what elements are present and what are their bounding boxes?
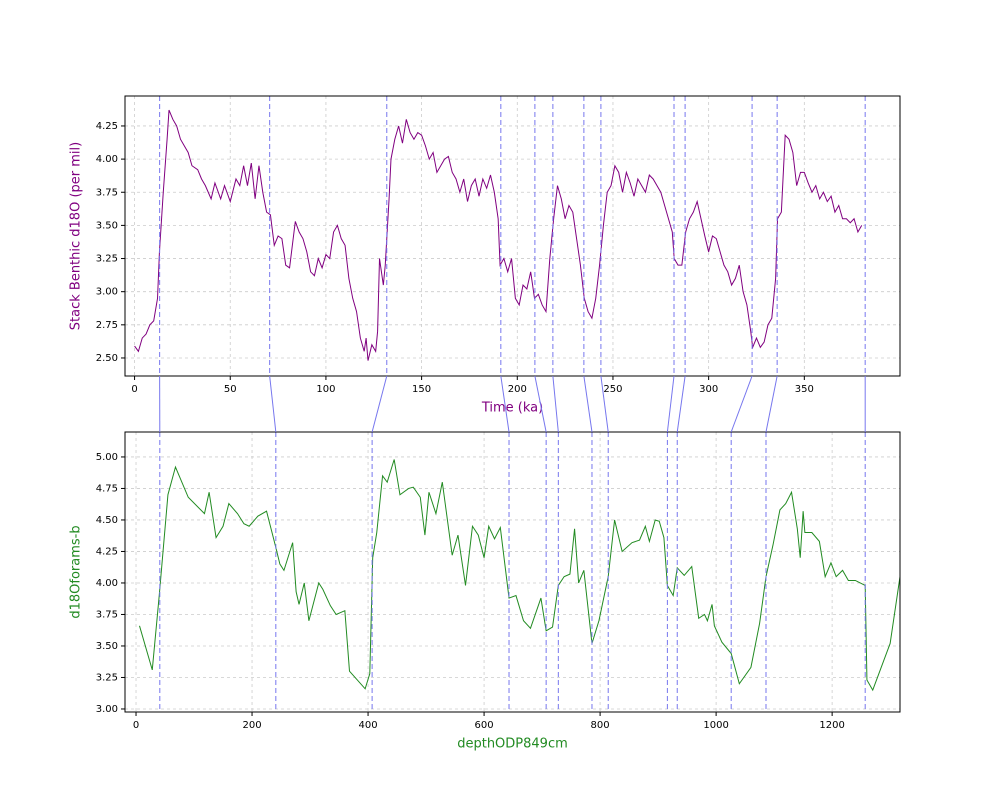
y-tick-label: 3.25 [96,672,118,683]
y-tick-label: 4.00 [96,578,118,589]
tie-connector [765,375,778,433]
x-tick-label: 200 [508,384,527,395]
x-tick-label: 300 [699,384,718,395]
y-tick-label: 4.50 [96,515,118,526]
x-tick-label: 0 [131,384,137,395]
y-tick-label: 3.75 [96,187,118,198]
y-axis-label: Stack Benthic d18O (per mil) [69,142,84,330]
y-tick-label: 3.50 [96,641,118,652]
x-tick-label: 150 [412,384,431,395]
x-axis-label: depthODP849cm [457,737,568,752]
y-tick-label: 4.25 [96,546,118,557]
y-tick-label: 2.75 [96,320,118,331]
y-tick-label: 4.25 [96,121,118,132]
tie-connector [269,375,277,433]
x-tick-label: 400 [359,720,378,731]
x-tick-label: 600 [475,720,494,731]
y-tick-label: 3.50 [96,220,118,231]
x-tick-label: 800 [591,720,610,731]
x-tick-label: 100 [316,384,335,395]
y-tick-label: 3.00 [96,704,118,715]
tie-connector [583,375,593,433]
x-tick-label: 200 [242,720,261,731]
y-tick-label: 2.50 [96,353,118,364]
plot-frame [124,95,901,377]
tie-connector [730,375,753,433]
tie-connector [600,375,609,433]
x-tick-label: 0 [133,720,139,731]
y-tick-label: 3.75 [96,609,118,620]
x-tick-label: 250 [603,384,622,395]
tie-connector [500,375,510,433]
x-tick-label: 50 [224,384,237,395]
x-tick-label: 1200 [819,720,844,731]
x-tick-label: 1000 [703,720,728,731]
plot-frame [124,431,901,713]
data-line [139,459,901,692]
y-tick-label: 5.00 [96,452,118,463]
tie-connector [676,375,686,433]
y-tick-label: 3.00 [96,287,118,298]
data-line [134,109,863,361]
tie-connector [552,375,559,433]
x-tick-label: 350 [795,384,814,395]
tie-connector [666,375,675,433]
y-axis-label: d18Oforams-b [69,525,84,618]
y-tick-label: 4.75 [96,483,118,494]
tie-connector [371,375,388,433]
x-axis-label: Time (ka) [481,401,543,416]
tie-connector [534,375,547,433]
y-tick-label: 4.00 [96,154,118,165]
y-tick-label: 3.25 [96,254,118,265]
